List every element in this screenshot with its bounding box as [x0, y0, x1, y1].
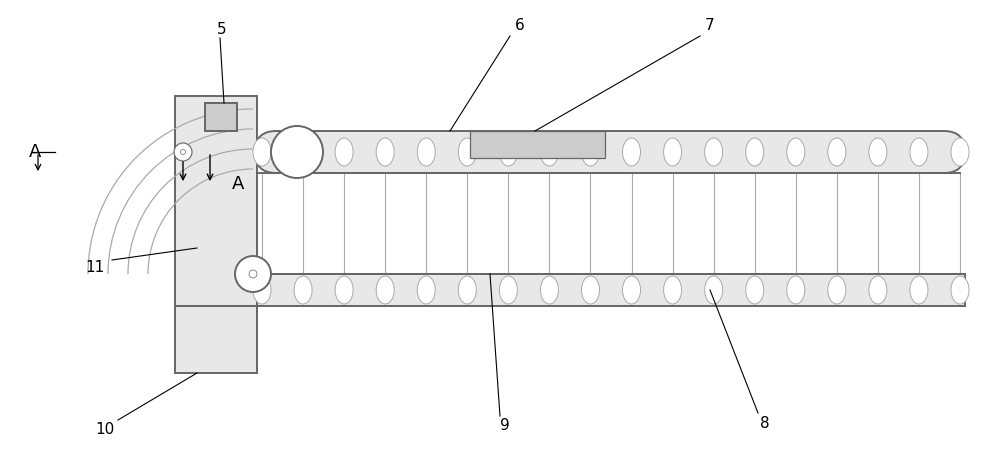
- Ellipse shape: [664, 138, 682, 166]
- Ellipse shape: [746, 138, 764, 166]
- Ellipse shape: [828, 276, 846, 304]
- Bar: [175, 96, 257, 306]
- Text: 5: 5: [217, 22, 227, 38]
- Ellipse shape: [253, 276, 271, 304]
- Text: 7: 7: [705, 18, 715, 33]
- Text: 8: 8: [760, 415, 770, 431]
- Circle shape: [249, 270, 257, 278]
- Ellipse shape: [910, 276, 928, 304]
- Text: 11: 11: [85, 261, 105, 276]
- Bar: [255, 274, 965, 306]
- Ellipse shape: [869, 276, 887, 304]
- Text: 9: 9: [500, 419, 510, 434]
- Ellipse shape: [376, 276, 394, 304]
- Ellipse shape: [499, 276, 517, 304]
- Text: A: A: [29, 143, 41, 161]
- Ellipse shape: [623, 276, 641, 304]
- Ellipse shape: [417, 276, 435, 304]
- Ellipse shape: [294, 138, 312, 166]
- Circle shape: [180, 149, 186, 154]
- Ellipse shape: [951, 276, 969, 304]
- Ellipse shape: [705, 276, 723, 304]
- Circle shape: [174, 143, 192, 161]
- Text: 10: 10: [95, 422, 115, 437]
- Ellipse shape: [746, 276, 764, 304]
- Ellipse shape: [951, 138, 969, 166]
- Ellipse shape: [828, 138, 846, 166]
- Circle shape: [235, 256, 271, 292]
- Circle shape: [271, 126, 323, 178]
- Text: A: A: [232, 175, 244, 193]
- Ellipse shape: [499, 138, 517, 166]
- Ellipse shape: [540, 276, 558, 304]
- Ellipse shape: [294, 276, 312, 304]
- Ellipse shape: [335, 138, 353, 166]
- FancyBboxPatch shape: [255, 131, 965, 173]
- Ellipse shape: [910, 138, 928, 166]
- Ellipse shape: [787, 276, 805, 304]
- Ellipse shape: [869, 138, 887, 166]
- Ellipse shape: [417, 138, 435, 166]
- Ellipse shape: [458, 276, 476, 304]
- Ellipse shape: [787, 138, 805, 166]
- Ellipse shape: [376, 138, 394, 166]
- Bar: [205, 103, 237, 131]
- Bar: [470, 131, 605, 158]
- Bar: [175, 306, 257, 373]
- Ellipse shape: [253, 138, 271, 166]
- Ellipse shape: [458, 138, 476, 166]
- Ellipse shape: [581, 138, 599, 166]
- Ellipse shape: [335, 276, 353, 304]
- Ellipse shape: [540, 138, 558, 166]
- Text: 6: 6: [515, 18, 525, 33]
- Ellipse shape: [705, 138, 723, 166]
- Ellipse shape: [581, 276, 599, 304]
- Ellipse shape: [623, 138, 641, 166]
- Ellipse shape: [664, 276, 682, 304]
